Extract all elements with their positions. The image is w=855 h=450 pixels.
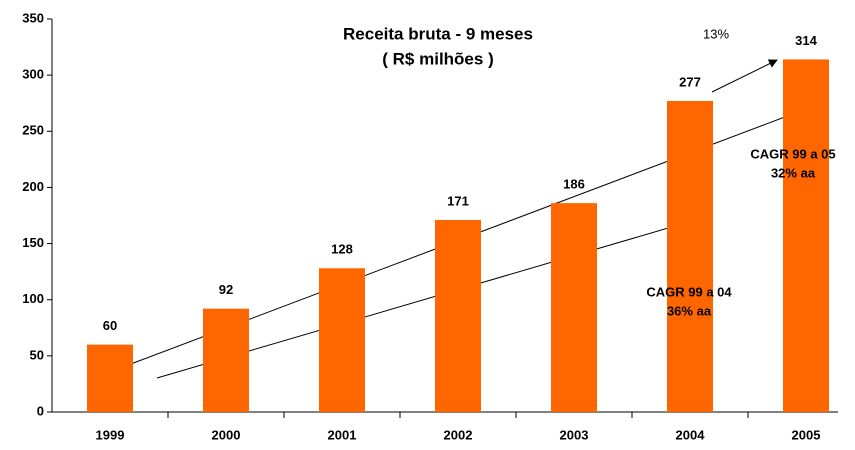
annotation: 13% xyxy=(703,26,729,41)
x-tick-label: 2003 xyxy=(560,427,589,442)
y-tick-label: 100 xyxy=(22,291,44,306)
x-tick-label: 2005 xyxy=(792,427,821,442)
bar xyxy=(667,100,713,413)
value-label: 60 xyxy=(103,318,117,333)
y-tick-label: 0 xyxy=(37,403,44,418)
value-label: 92 xyxy=(219,282,233,297)
x-tick-label: 2004 xyxy=(676,427,706,442)
y-tick-label: 150 xyxy=(22,235,44,250)
arrow xyxy=(711,59,778,93)
bar xyxy=(435,219,481,412)
x-tick-label: 1999 xyxy=(96,427,125,442)
x-tick-label: 2000 xyxy=(212,427,241,442)
value-label: 171 xyxy=(447,193,469,208)
annotation: CAGR 99 a 05 xyxy=(750,146,835,161)
bar xyxy=(551,203,597,412)
value-label: 277 xyxy=(679,74,701,89)
value-label: 186 xyxy=(563,177,585,192)
x-tick-label: 2001 xyxy=(328,427,357,442)
y-tick-label: 350 xyxy=(22,10,44,25)
value-label: 314 xyxy=(795,33,817,48)
bar xyxy=(203,308,249,412)
y-tick-label: 50 xyxy=(30,347,44,362)
annotation: 32% aa xyxy=(771,165,816,180)
bar xyxy=(87,344,133,412)
annotation: 36% aa xyxy=(667,303,712,318)
chart-title: Receita bruta - 9 meses xyxy=(343,24,533,43)
value-label: 128 xyxy=(331,242,353,257)
chart-subtitle: ( R$ milhões ) xyxy=(382,49,493,68)
y-tick-label: 250 xyxy=(22,123,44,138)
y-tick-label: 300 xyxy=(22,67,44,82)
x-tick-label: 2002 xyxy=(444,427,473,442)
bar xyxy=(319,268,365,412)
annotation: CAGR 99 a 04 xyxy=(646,284,732,299)
bar xyxy=(783,59,829,413)
y-tick-label: 200 xyxy=(22,179,44,194)
